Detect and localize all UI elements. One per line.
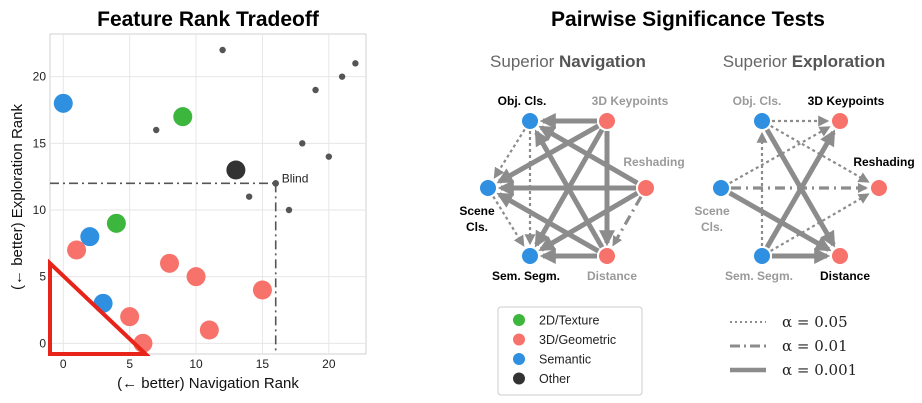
legend-marker-2d-texture — [513, 314, 525, 326]
x-tick-label: 5 — [126, 357, 133, 371]
legend-label: 3D/Geometric — [539, 333, 616, 347]
point-2d-texture — [106, 213, 126, 233]
legend-label: Semantic — [539, 353, 591, 367]
exp-edge-scene-to-kp — [729, 126, 831, 185]
pareto-triangle — [48, 258, 151, 356]
exp-label-dist: Distance — [820, 269, 870, 283]
panel-title-exploration: Superior Exploration — [723, 52, 886, 71]
nav-node-scene — [480, 180, 496, 196]
legend-label: 2D/Texture — [539, 314, 599, 328]
small-point — [338, 73, 346, 80]
point-semantic — [53, 93, 73, 113]
exp-node-resh — [871, 180, 887, 196]
y-axis-label: (← better) Exploration Rank — [9, 104, 26, 290]
point-3d-geometric — [159, 253, 179, 273]
small-point — [299, 140, 306, 147]
alpha-legend-label: α = 0.05 — [782, 313, 848, 331]
small-point — [219, 46, 226, 54]
small-point — [153, 126, 160, 134]
small-point — [312, 86, 319, 94]
small-points — [153, 46, 359, 214]
x-tick-label: 15 — [256, 357, 270, 371]
x-tick-label: 20 — [322, 357, 336, 371]
exp-label-resh: Reshading — [853, 155, 914, 169]
blind-label: Blind — [282, 171, 309, 185]
nav-label-kp: 3D Keypoints — [592, 94, 669, 108]
legend-marker-other — [513, 372, 525, 385]
exp-label-scene: Scene Cls. — [694, 204, 730, 234]
nav-edge-dist-to-obj — [534, 129, 605, 249]
exploration-edges — [728, 115, 870, 265]
small-point — [245, 193, 253, 200]
point-3d-geometric — [120, 307, 140, 327]
point-other — [226, 160, 246, 180]
point-semantic — [80, 227, 100, 247]
x-tick-label: 0 — [60, 357, 67, 371]
alpha-legend-label: α = 0.001 — [782, 361, 857, 379]
legend-marker-semantic — [513, 353, 525, 365]
exp-label-kp: 3D Keypoints — [808, 94, 885, 108]
scatter-title: Feature Rank Tradeoff — [97, 8, 320, 31]
exp-node-kp — [832, 113, 848, 129]
navigation-edges — [492, 112, 643, 265]
exp-node-seg — [754, 248, 770, 264]
nav-label-obj: Obj. Cls. — [498, 94, 547, 108]
panel-title-navigation: Superior Navigation — [490, 52, 646, 71]
nav-label-dist: Distance — [587, 269, 637, 283]
blind-point — [272, 180, 279, 187]
exp-node-scene — [713, 180, 729, 196]
nav-edge-resh-to-dist — [612, 195, 643, 247]
grid-lines — [50, 34, 366, 354]
alpha-legend-label: α = 0.01 — [782, 337, 848, 355]
small-point — [325, 153, 333, 160]
nav-label-resh: Reshading — [623, 155, 684, 169]
point-3d-geometric — [252, 280, 272, 300]
y-tick-label: 20 — [33, 70, 47, 84]
point-3d-geometric — [186, 267, 206, 287]
y-tick-label: 15 — [33, 136, 47, 150]
point-2d-texture — [173, 107, 193, 127]
y-tick-label: 0 — [39, 336, 46, 350]
nav-edge-dist-to-scene — [496, 192, 600, 254]
y-tick-label: 5 — [39, 270, 46, 284]
exp-label-seg: Sem. Segm. — [725, 269, 793, 283]
nav-label-seg: Sem. Segm. — [492, 269, 560, 283]
group-points — [53, 93, 272, 353]
nav-node-kp — [599, 113, 615, 129]
nav-edge-resh-to-obj — [538, 125, 639, 186]
exp-label-obj: Obj. Cls. — [733, 94, 782, 108]
y-tick-labels: 0 5 10 15 20 — [33, 70, 47, 351]
legend-label: Other — [539, 372, 570, 386]
small-point — [352, 60, 359, 67]
navigation-nodes: Obj. Cls. 3D Keypoints Reshading Distance Se… — [459, 94, 684, 283]
nav-label-scene: Scene Cls. — [459, 204, 495, 234]
significance-title: Pairwise Significance Tests — [551, 8, 825, 31]
x-tick-label: 10 — [189, 357, 203, 371]
group-legend: 2D/Texture 3D/Geometric Semantic Other — [513, 314, 616, 386]
small-point — [285, 206, 293, 214]
nav-node-resh — [638, 180, 654, 196]
point-3d-geometric — [199, 320, 219, 340]
x-tick-labels: 0 5 10 15 20 — [60, 357, 336, 371]
nav-node-dist — [599, 248, 615, 264]
point-3d-geometric — [67, 240, 87, 260]
exploration-nodes: Obj. Cls. 3D Keypoints Reshading Distance Se… — [694, 94, 914, 283]
nav-node-obj — [522, 113, 538, 129]
group-legend-box — [497, 306, 643, 396]
nav-node-seg — [522, 248, 538, 264]
exp-edge-seg-to-kp — [764, 129, 836, 249]
exp-edge-seg-to-resh — [770, 193, 870, 252]
alpha-legend: α = 0.05 α = 0.01 α = 0.001 — [730, 313, 857, 379]
exp-node-dist — [832, 248, 848, 264]
x-axis-label: (← better) Navigation Rank — [117, 375, 299, 392]
y-tick-label: 10 — [33, 203, 47, 217]
exp-node-obj — [754, 113, 770, 129]
legend-marker-3d-geometric — [513, 333, 525, 346]
